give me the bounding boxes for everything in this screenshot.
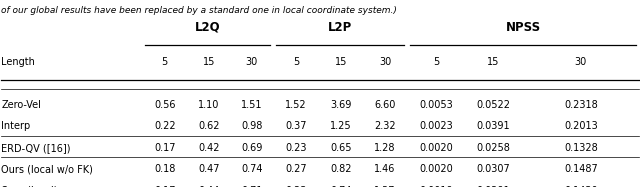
Text: 0.0020: 0.0020 — [419, 164, 452, 174]
Text: 1.52: 1.52 — [285, 100, 307, 110]
Text: 0.17: 0.17 — [154, 143, 175, 153]
Text: 0.82: 0.82 — [330, 164, 351, 174]
Text: 6.60: 6.60 — [374, 100, 396, 110]
Text: L2Q: L2Q — [195, 21, 221, 34]
Text: 15: 15 — [335, 57, 347, 67]
Text: Ours (local w/o FK): Ours (local w/o FK) — [1, 164, 93, 174]
Text: 0.0291: 0.0291 — [477, 186, 510, 187]
Text: 0.2318: 0.2318 — [564, 100, 598, 110]
Text: Ours (local): Ours (local) — [1, 186, 58, 187]
Text: 0.42: 0.42 — [198, 143, 220, 153]
Text: 0.27: 0.27 — [285, 164, 307, 174]
Text: Zero-Vel: Zero-Vel — [1, 100, 41, 110]
Text: 5: 5 — [162, 57, 168, 67]
Text: 2.32: 2.32 — [374, 121, 396, 131]
Text: 3.69: 3.69 — [330, 100, 351, 110]
Text: of our global results have been replaced by a standard one in local coordinate s: of our global results have been replaced… — [1, 6, 397, 15]
Text: 0.56: 0.56 — [154, 100, 175, 110]
Text: 0.98: 0.98 — [241, 121, 262, 131]
Text: 0.65: 0.65 — [330, 143, 351, 153]
Text: 0.0307: 0.0307 — [477, 164, 510, 174]
Text: 0.71: 0.71 — [241, 186, 262, 187]
Text: 30: 30 — [246, 57, 258, 67]
Text: 15: 15 — [203, 57, 215, 67]
Text: Interp: Interp — [1, 121, 31, 131]
Text: 0.0258: 0.0258 — [477, 143, 510, 153]
Text: 0.62: 0.62 — [198, 121, 220, 131]
Text: 0.47: 0.47 — [198, 164, 220, 174]
Text: 0.0019: 0.0019 — [419, 186, 452, 187]
Text: 0.0020: 0.0020 — [419, 143, 452, 153]
Text: 0.1328: 0.1328 — [564, 143, 598, 153]
Text: 1.46: 1.46 — [374, 164, 396, 174]
Text: 0.1487: 0.1487 — [564, 164, 598, 174]
Text: 1.25: 1.25 — [330, 121, 351, 131]
Text: 15: 15 — [487, 57, 500, 67]
Text: 1.37: 1.37 — [374, 186, 396, 187]
Text: 5: 5 — [433, 57, 439, 67]
Text: L2P: L2P — [328, 21, 352, 34]
Text: 0.1430: 0.1430 — [564, 186, 598, 187]
Text: 5: 5 — [293, 57, 299, 67]
Text: 0.0053: 0.0053 — [419, 100, 452, 110]
Text: 0.74: 0.74 — [241, 164, 262, 174]
Text: Length: Length — [1, 57, 35, 67]
Text: 0.0522: 0.0522 — [476, 100, 511, 110]
Text: 0.22: 0.22 — [154, 121, 175, 131]
Text: 0.23: 0.23 — [285, 143, 307, 153]
Text: 0.2013: 0.2013 — [564, 121, 598, 131]
Text: 0.69: 0.69 — [241, 143, 262, 153]
Text: 0.44: 0.44 — [198, 186, 220, 187]
Text: 0.74: 0.74 — [330, 186, 351, 187]
Text: 0.18: 0.18 — [154, 164, 175, 174]
Text: 0.0023: 0.0023 — [419, 121, 452, 131]
Text: 30: 30 — [379, 57, 391, 67]
Text: 0.0391: 0.0391 — [477, 121, 510, 131]
Text: 0.23: 0.23 — [285, 186, 307, 187]
Text: 0.17: 0.17 — [154, 186, 175, 187]
Text: NPSS: NPSS — [506, 21, 541, 34]
Text: 30: 30 — [575, 57, 587, 67]
Text: 0.37: 0.37 — [285, 121, 307, 131]
Text: 1.10: 1.10 — [198, 100, 220, 110]
Text: ERD-QV ([16]): ERD-QV ([16]) — [1, 143, 71, 153]
Text: 1.28: 1.28 — [374, 143, 396, 153]
Text: 1.51: 1.51 — [241, 100, 262, 110]
